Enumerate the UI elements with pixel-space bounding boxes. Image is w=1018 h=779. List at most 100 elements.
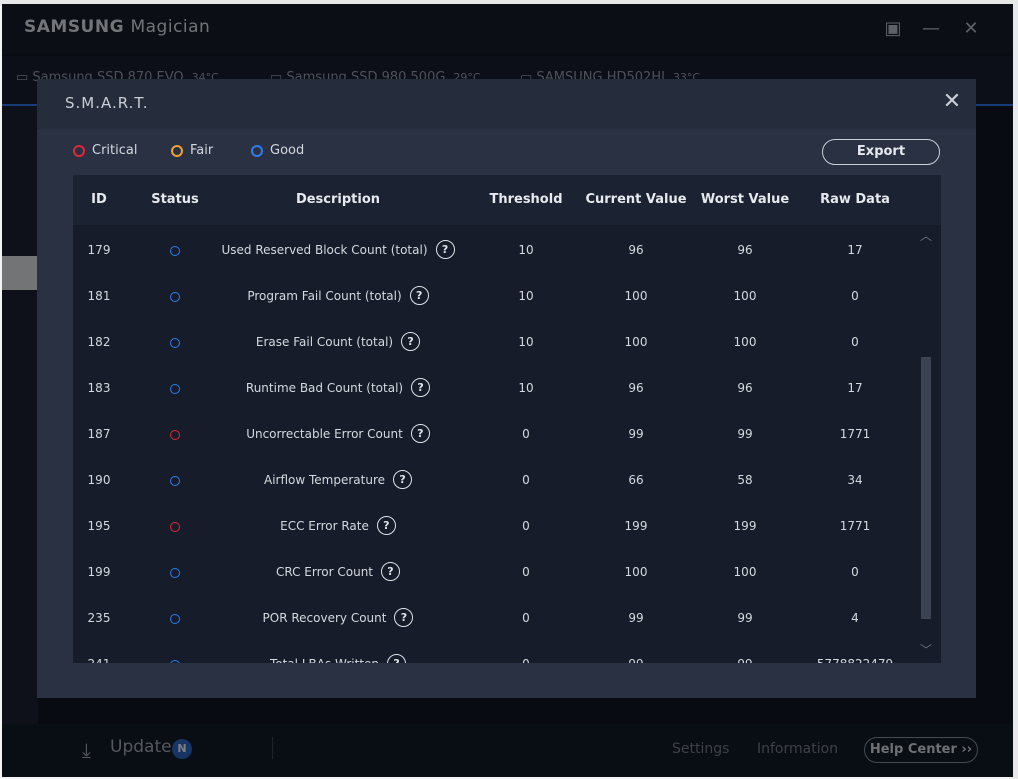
cell-raw-data: 17 [847, 381, 863, 395]
col-description: Description [295, 192, 381, 207]
close-window-icon[interactable]: ✕ [963, 18, 979, 39]
description-text: CRC Error Count [275, 564, 373, 579]
cell-raw-data: 4 [851, 611, 859, 625]
cell-id: 241 [73, 657, 125, 663]
cell-raw-data: 1771 [839, 427, 871, 441]
status-good-icon [170, 246, 180, 256]
cell-current-value: 66 [628, 473, 644, 487]
cell-id: 190 [87, 473, 111, 487]
help-icon[interactable]: ? [376, 516, 396, 535]
help-icon[interactable]: ? [409, 286, 429, 305]
close-icon[interactable]: ✕ [942, 89, 962, 114]
description-text: POR Recovery Count [262, 610, 387, 625]
table-row: 195 0 199 199 1771 ECC Error Rate? [73, 505, 918, 551]
cell-description: Program Fail Count (total)? [203, 286, 473, 305]
col-raw-data: Raw Data [820, 192, 890, 207]
update-button[interactable]: Update [110, 737, 172, 757]
col-id: ID [91, 192, 107, 207]
status-critical-icon [170, 522, 180, 532]
download-icon[interactable]: ⤓ [82, 738, 91, 762]
help-icon[interactable]: ? [387, 654, 407, 663]
update-badge: N [172, 739, 192, 759]
help-icon[interactable]: ? [394, 608, 414, 627]
cell-worst-value: 96 [737, 243, 753, 257]
table-row: 187 0 99 99 1771 Uncorrectable Error Count? [73, 413, 918, 459]
scroll-down-icon[interactable]: ﹀ [919, 643, 932, 657]
sidebar [2, 106, 38, 726]
table-row: 235 0 99 99 4 POR Recovery Count? [73, 597, 918, 643]
cell-id: 182 [87, 335, 111, 349]
cell-id: 181 [87, 289, 111, 303]
cell-threshold: 0 [522, 519, 530, 533]
cell-raw-data: 0 [851, 289, 859, 303]
cell-worst-value: 99 [737, 611, 753, 625]
help-icon[interactable]: ? [381, 562, 400, 581]
table-row: 183 10 96 96 17 Runtime Bad Count (total)? [73, 367, 918, 413]
minimize-icon[interactable]: — [922, 18, 940, 39]
table-row: 181 10 100 100 0 Program Fail Count (total)? [73, 275, 918, 321]
cell-description: Uncorrectable Error Count? [203, 424, 473, 443]
help-icon[interactable]: ? [411, 378, 431, 397]
col-threshold: Threshold [489, 192, 563, 207]
cell-threshold: 0 [522, 473, 530, 487]
settings-link[interactable]: Settings [672, 741, 730, 757]
status-good-icon [170, 660, 180, 663]
help-icon[interactable]: ? [435, 240, 455, 259]
description-text: Erase Fail Count (total) [255, 334, 394, 349]
cell-description: Erase Fail Count (total)? [203, 332, 473, 351]
status-good-icon [170, 614, 180, 624]
help-icon[interactable]: ? [393, 470, 413, 489]
cell-worst-value: 96 [737, 381, 753, 395]
help-icon[interactable]: ? [401, 332, 421, 351]
scroll-up-icon[interactable]: ︿ [919, 229, 932, 243]
table-row: 199 0 100 100 0 CRC Error Count? [73, 551, 918, 597]
cell-threshold: 0 [476, 657, 576, 663]
col-current-value: Current Value [585, 192, 687, 207]
cell-id: 187 [87, 427, 111, 441]
cell-current-value: 99 [581, 657, 691, 663]
title-bar: SAMSUNG Magician ▣ — ✕ [2, 4, 1013, 54]
cell-current-value: 100 [624, 335, 648, 349]
status-critical-icon [170, 430, 180, 440]
cell-threshold: 0 [522, 565, 530, 579]
cell-description: POR Recovery Count? [203, 608, 473, 627]
sidebar-active-item[interactable] [2, 256, 38, 290]
help-center-button[interactable]: Help Center ›› [864, 737, 978, 763]
cell-raw-data: 1771 [839, 519, 871, 533]
cell-id: 199 [87, 565, 111, 579]
cell-raw-data: 0 [851, 335, 859, 349]
cell-description: Total LBAs Written? [203, 654, 473, 663]
good-ring-icon [251, 144, 263, 157]
scrollbar-thumb[interactable] [921, 357, 931, 619]
cell-current-value: 199 [624, 519, 648, 533]
table-row: 179 10 96 96 17 Used Reserved Block Count (to… [73, 229, 918, 275]
critical-ring-icon [73, 144, 85, 157]
cell-id: 195 [87, 519, 111, 533]
scrollbar[interactable]: ︿ ﹀ [919, 225, 933, 661]
table-row: 190 0 66 58 34 Airflow Temperature? [73, 459, 918, 505]
information-link[interactable]: Information [757, 741, 839, 757]
description-text: ECC Error Rate [280, 518, 369, 533]
cell-threshold: 0 [522, 427, 530, 441]
export-button[interactable]: Export [822, 139, 940, 165]
col-status: Status [151, 192, 199, 207]
cell-threshold: 10 [518, 289, 534, 303]
cell-worst-value: 99 [695, 657, 795, 663]
cell-worst-value: 58 [737, 473, 753, 487]
divider [272, 737, 273, 759]
cell-current-value: 96 [628, 243, 644, 257]
cell-threshold: 10 [518, 381, 534, 395]
cell-worst-value: 99 [737, 427, 753, 441]
cell-description: CRC Error Count? [203, 562, 473, 581]
cell-current-value: 100 [624, 565, 648, 579]
legend-critical: Critical [73, 143, 137, 158]
fair-ring-icon [171, 144, 183, 157]
smart-dialog: S.M.A.R.T. ✕ Critical Fair Good Export I… [37, 79, 976, 698]
description-text: Airflow Temperature [263, 472, 386, 487]
table-header: ID Status Description Threshold Current … [73, 175, 941, 225]
cell-worst-value: 199 [733, 519, 757, 533]
cell-current-value: 99 [628, 611, 644, 625]
description-text: Used Reserved Block Count (total) [221, 242, 428, 257]
restore-icon[interactable]: ▣ [884, 18, 902, 39]
help-icon[interactable]: ? [410, 424, 430, 443]
